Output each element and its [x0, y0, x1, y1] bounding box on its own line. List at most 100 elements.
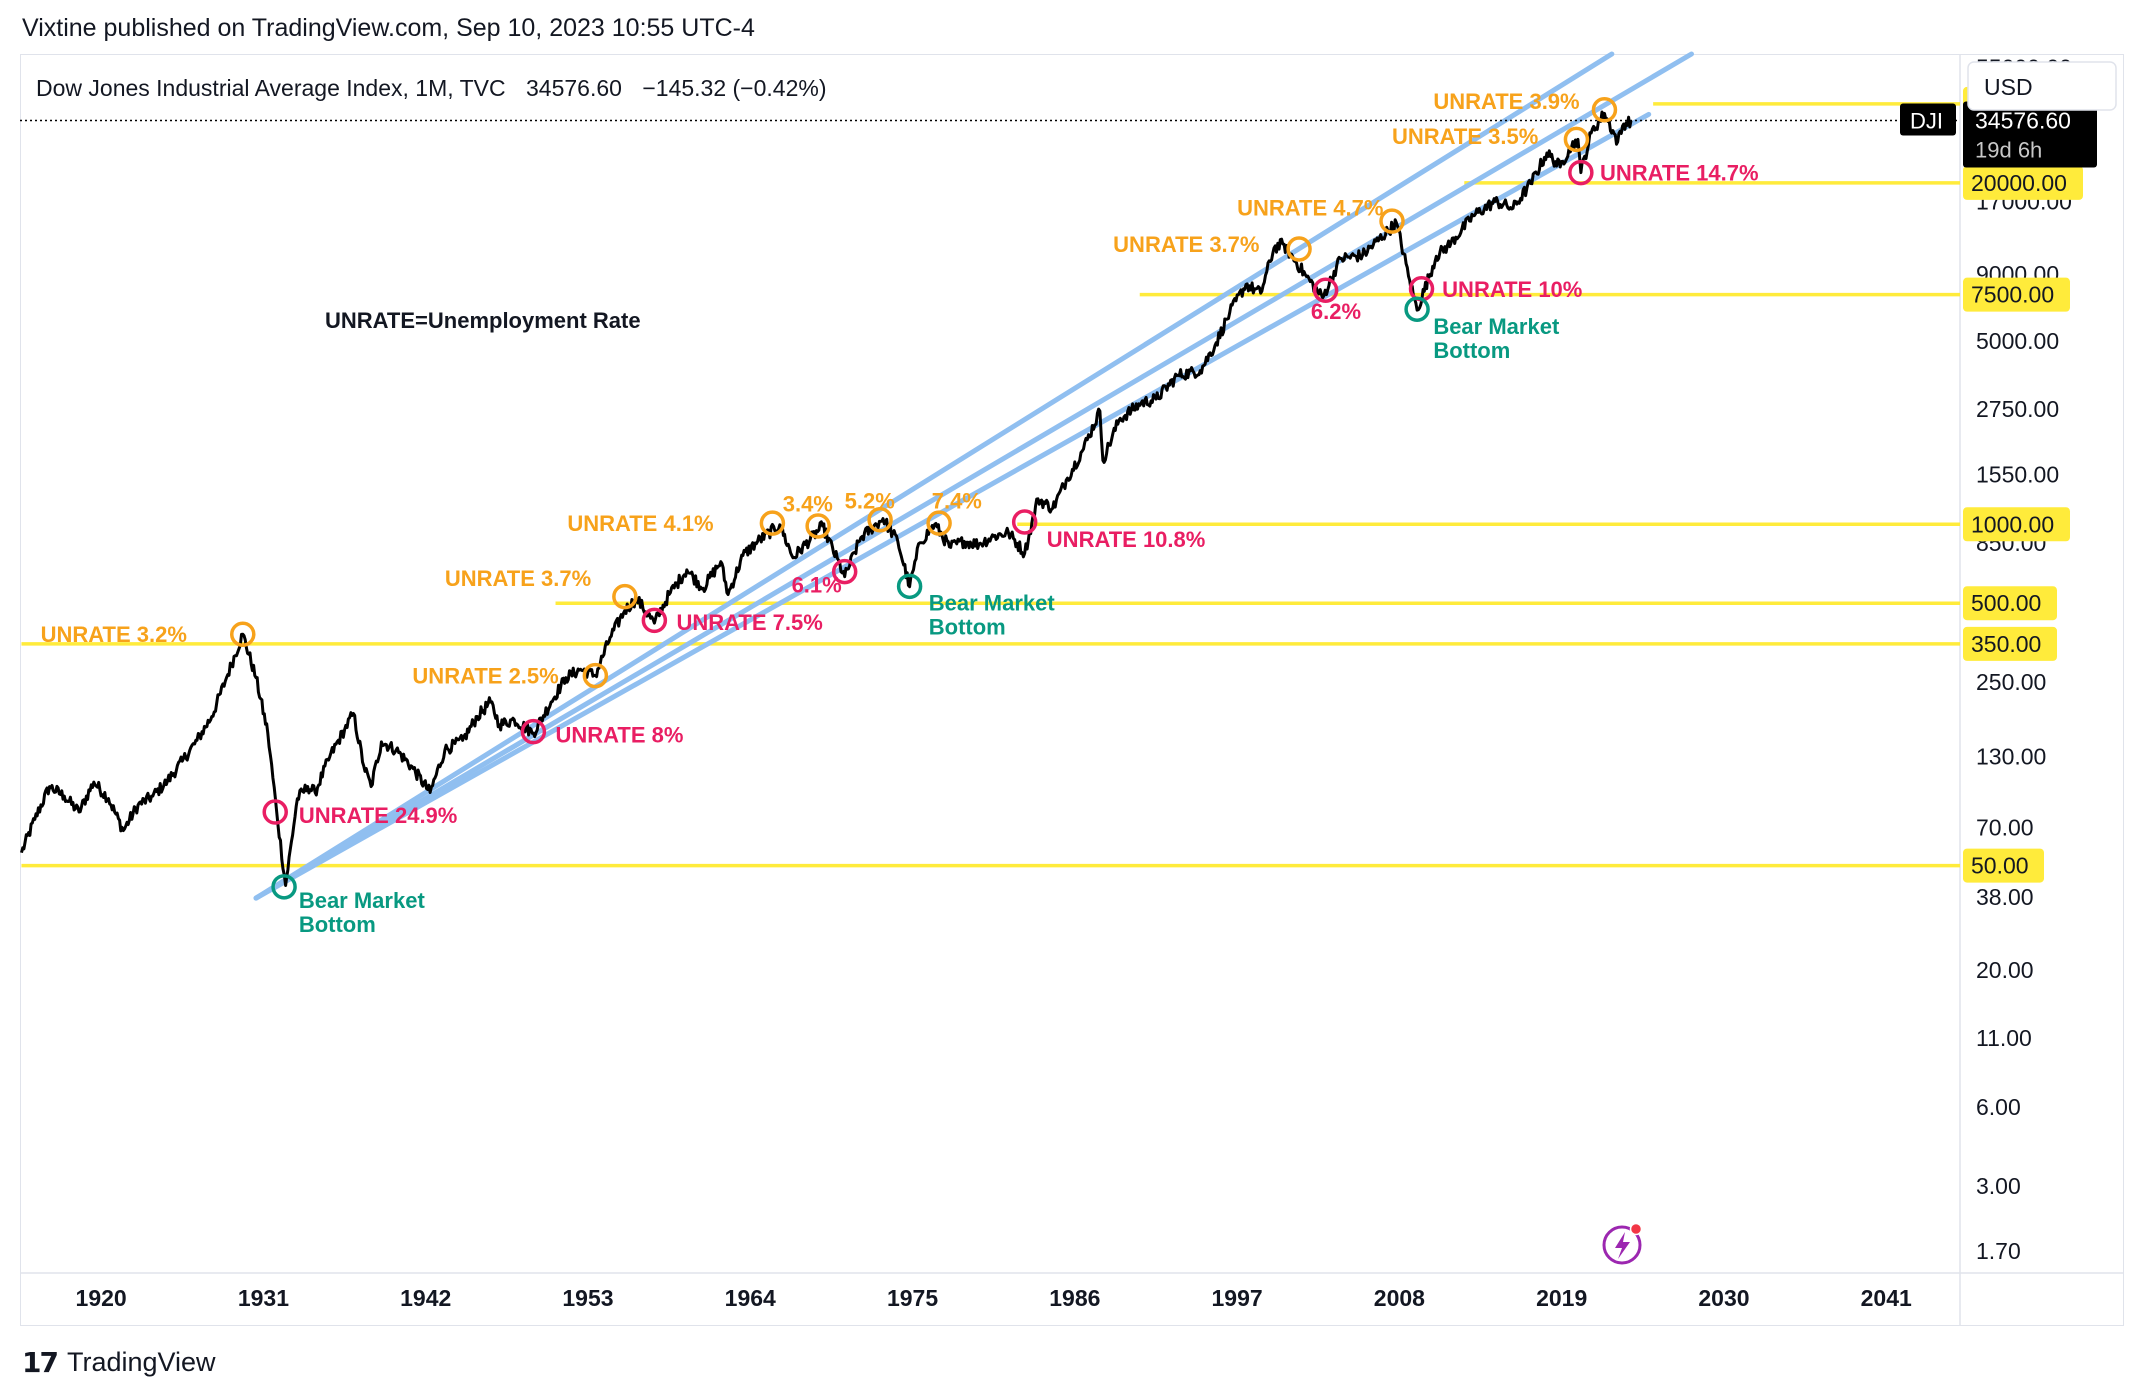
y-tick-label: 1.70	[1976, 1238, 2021, 1264]
bottom-marker-circle	[896, 573, 923, 600]
peak-marker-circle	[759, 510, 786, 536]
peak-marker-label: 7.4%	[932, 489, 982, 514]
bottom-marker-circle	[1404, 296, 1430, 322]
annotation-markers: UNRATE 3.2% UNRATE 2.5% UNRATE 3.7% UNRATE …	[41, 89, 1759, 937]
y-tick-label: 38.00	[1976, 884, 2034, 910]
x-tick-label: 1997	[1212, 1285, 1263, 1311]
trough-marker-label: UNRATE 14.7%	[1600, 161, 1759, 186]
currency-button[interactable]: USD	[1967, 61, 2117, 111]
trough-marker-label: UNRATE 10.8%	[1047, 527, 1206, 552]
support-price-badge	[1963, 586, 2057, 621]
peak-marker-circle	[1591, 97, 1618, 123]
x-tick-label: 1953	[562, 1285, 613, 1311]
trough-marker-label: UNRATE 7.5%	[677, 610, 823, 635]
support-price-badge	[1963, 507, 2070, 542]
tradingview-logo-icon: 17	[22, 1346, 59, 1379]
lightning-icon[interactable]	[1602, 1222, 1643, 1265]
trough-marker-circle	[262, 799, 288, 825]
peak-marker-circle	[1379, 208, 1405, 234]
y-tick-label: 3.00	[1976, 1173, 2021, 1199]
legend-last-price: 34576.60	[526, 75, 622, 101]
symbol-badge-label: DJI	[1910, 109, 1943, 134]
y-tick-label: 11.00	[1976, 1025, 2032, 1051]
y-tick-label: 5000.00	[1976, 328, 2059, 354]
currency-label: USD	[1984, 74, 2033, 100]
x-tick-label: 1964	[725, 1285, 776, 1311]
legend-change: −145.32 (−0.42%)	[642, 75, 826, 101]
y-tick-label: 1550.00	[1976, 461, 2059, 487]
footer: 17 TradingView	[22, 1346, 216, 1379]
support-price-badge	[1963, 626, 2057, 661]
y-tick-label: 2750.00	[1976, 396, 2059, 422]
trough-marker-label: 6.1%	[792, 572, 842, 597]
support-price-badge-label: 20000.00	[1971, 170, 2067, 196]
peak-marker-circle	[1563, 126, 1590, 153]
bottom-marker-label: Bear Market	[1433, 314, 1560, 339]
trendlines	[253, 51, 1694, 901]
bottom-marker-label: Bottom	[299, 912, 376, 937]
y-tick-label: 70.00	[1976, 814, 2034, 840]
peak-marker-label: UNRATE 4.7%	[1237, 196, 1383, 221]
trough-marker-label: 6.2%	[1311, 299, 1361, 324]
x-tick-label: 2019	[1536, 1285, 1587, 1311]
support-price-badge-label: 1000.00	[1971, 511, 2054, 537]
bottom-marker-label: Bottom	[929, 614, 1006, 639]
support-price-badge	[1963, 165, 2083, 200]
peak-marker-label: 5.2%	[845, 489, 895, 514]
trough-marker-circle	[1011, 509, 1038, 535]
y-tick-label: 250.00	[1976, 669, 2046, 695]
x-tick-label: 2030	[1698, 1285, 1749, 1311]
x-tick-label: 2041	[1861, 1285, 1912, 1311]
bottom-marker-label: Bottom	[1433, 338, 1510, 363]
peak-marker-circle	[230, 621, 256, 647]
peak-marker-label: UNRATE 3.2%	[41, 622, 187, 647]
peak-marker-circle	[926, 510, 952, 536]
trough-marker-circle	[831, 558, 858, 585]
trough-marker-label: UNRATE 24.9%	[299, 803, 458, 828]
last-price-badge	[1963, 101, 2097, 168]
x-tick-label: 1986	[1049, 1285, 1100, 1311]
trough-marker-label: UNRATE 8%	[556, 722, 684, 747]
annotation-note: UNRATE=Unemployment Rate	[325, 308, 641, 333]
countdown-label: 19d 6h	[1975, 138, 2042, 163]
x-tick-label: 1920	[76, 1285, 127, 1311]
trendline	[253, 51, 1615, 901]
trough-marker-circle	[1568, 159, 1594, 186]
y-tick-label: 130.00	[1976, 744, 2046, 770]
peak-marker-circle	[582, 662, 609, 689]
trough-marker-circle	[1312, 277, 1339, 303]
x-tick-label: 1975	[887, 1285, 938, 1311]
peak-marker-label: UNRATE 3.7%	[445, 566, 591, 591]
x-tick-label: 2008	[1374, 1285, 1425, 1311]
legend-title: Dow Jones Industrial Average Index, 1M, …	[36, 75, 826, 101]
support-price-badge	[1963, 277, 2070, 312]
chart-frame	[20, 54, 2124, 1326]
trough-marker-label: UNRATE 10%	[1442, 277, 1582, 302]
peak-marker-label: UNRATE 4.1%	[567, 511, 713, 536]
peak-marker-label: 3.4%	[783, 491, 833, 516]
support-price-badge-label: 7500.00	[1971, 282, 2054, 308]
last-price-badge-label: 34576.60	[1975, 108, 2071, 134]
x-tick-label: 1942	[400, 1285, 451, 1311]
symbol-badge	[1900, 103, 1956, 136]
time-axis: 1920 1931 1942 1953 1964 1975 1986 1997 2008 2019…	[76, 1285, 1912, 1311]
trough-marker-circle	[520, 718, 547, 745]
bottom-marker-label: Bear Market	[299, 888, 426, 913]
legend-symbol: Dow Jones Industrial Average Index, 1M, …	[36, 75, 506, 101]
peak-marker-circle	[805, 513, 831, 539]
trough-marker-circle	[641, 607, 668, 634]
peak-marker-label: UNRATE 3.5%	[1392, 124, 1538, 149]
y-tick-label: 20.00	[1976, 957, 2034, 983]
bottom-marker-label: Bear Market	[929, 590, 1056, 615]
support-price-badge-label: 500.00	[1971, 590, 2041, 616]
peak-marker-label: UNRATE 2.5%	[412, 664, 558, 689]
trendline	[253, 111, 1652, 901]
y-tick-label: 6.00	[1976, 1094, 2021, 1120]
x-tick-label: 1931	[238, 1285, 289, 1311]
peak-marker-circle	[1286, 236, 1312, 262]
support-price-badge-label: 50.00	[1971, 853, 2029, 879]
peak-marker-circle	[867, 507, 893, 533]
bottom-marker-circle	[271, 874, 297, 900]
publisher-line: Vixtine published on TradingView.com, Se…	[22, 14, 755, 42]
